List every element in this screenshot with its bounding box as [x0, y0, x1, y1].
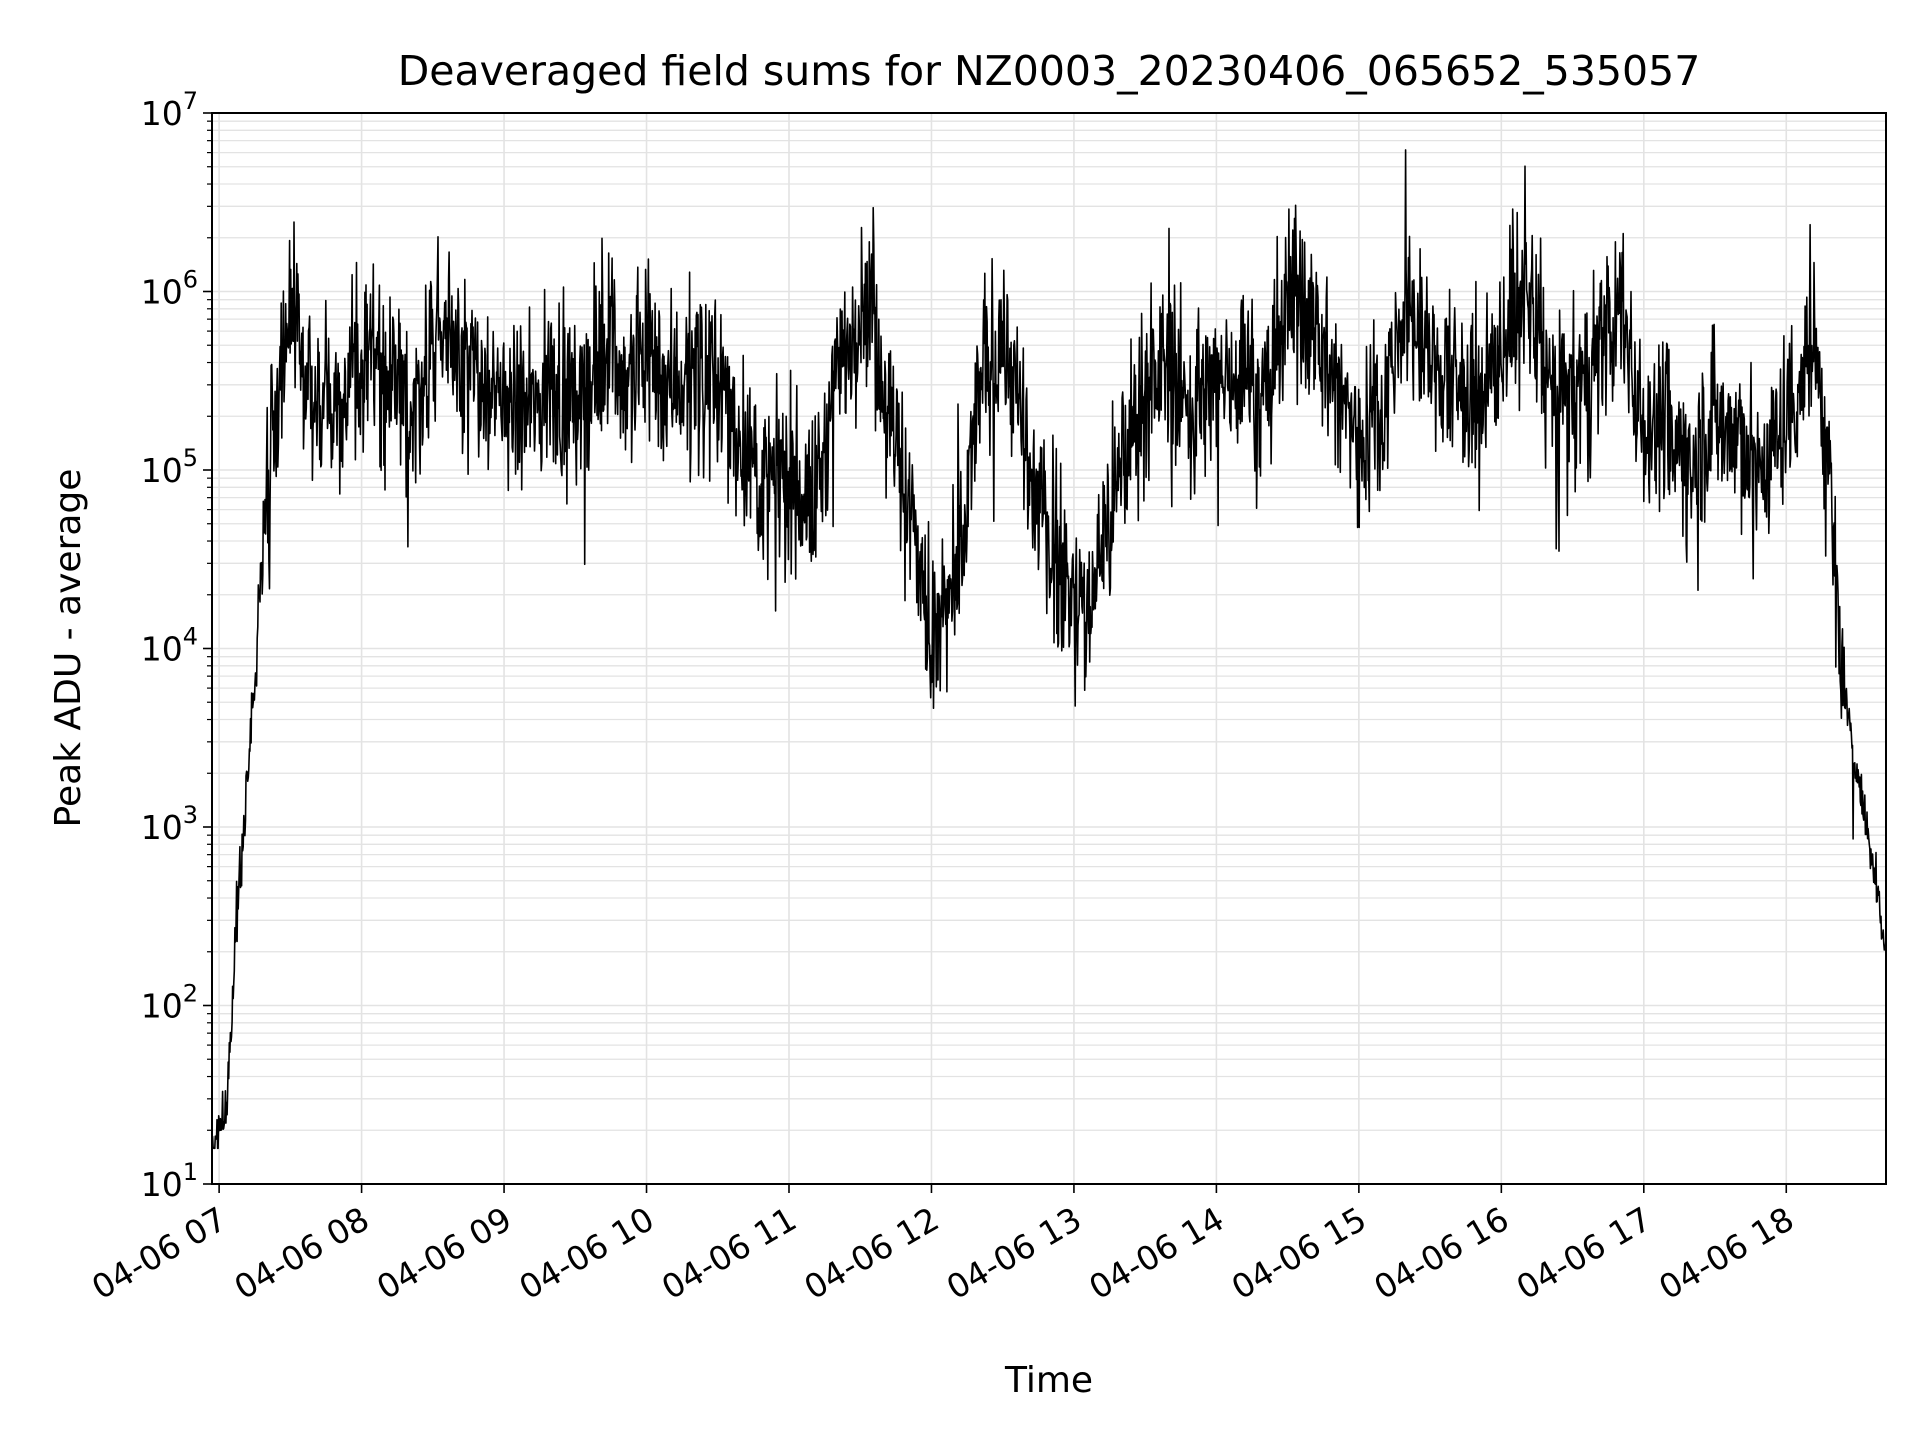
- grid: [212, 113, 1886, 1185]
- y-tick-label: 101: [141, 1158, 198, 1204]
- x-tick-label: 04-06 15: [1225, 1199, 1373, 1307]
- y-tick-label: 105: [141, 444, 198, 490]
- x-tick-label: 04-06 12: [797, 1199, 945, 1307]
- x-tick-label: 04-06 11: [655, 1199, 803, 1307]
- y-tick-label: 102: [141, 980, 198, 1026]
- y-tick-label: 107: [141, 87, 198, 133]
- y-axis-label: Peak ADU - average: [48, 469, 89, 828]
- x-axis-label: Time: [1004, 1360, 1093, 1401]
- series-line: [211, 149, 1887, 1150]
- x-tick-label: 04-06 18: [1652, 1199, 1800, 1307]
- x-tick-label: 04-06 13: [940, 1199, 1088, 1307]
- x-tick-label: 04-06 10: [513, 1199, 661, 1307]
- y-axis: 101 102 103 104 105 106 107: [141, 87, 212, 1204]
- x-tick-label: 04-06 08: [228, 1199, 376, 1307]
- y-tick-label: 106: [141, 266, 198, 312]
- x-tick-label: 04-06 09: [370, 1199, 518, 1307]
- x-tick-label: 04-06 16: [1367, 1199, 1515, 1307]
- y-tick-label: 103: [141, 801, 198, 847]
- x-tick-label: 04-06 14: [1082, 1199, 1230, 1307]
- y-tick-label: 104: [141, 623, 198, 669]
- chart-title: Deaveraged field sums for NZ0003_2023040…: [398, 47, 1701, 95]
- x-tick-label: 04-06 17: [1510, 1199, 1658, 1307]
- x-tick-label: 04-06 07: [85, 1199, 233, 1307]
